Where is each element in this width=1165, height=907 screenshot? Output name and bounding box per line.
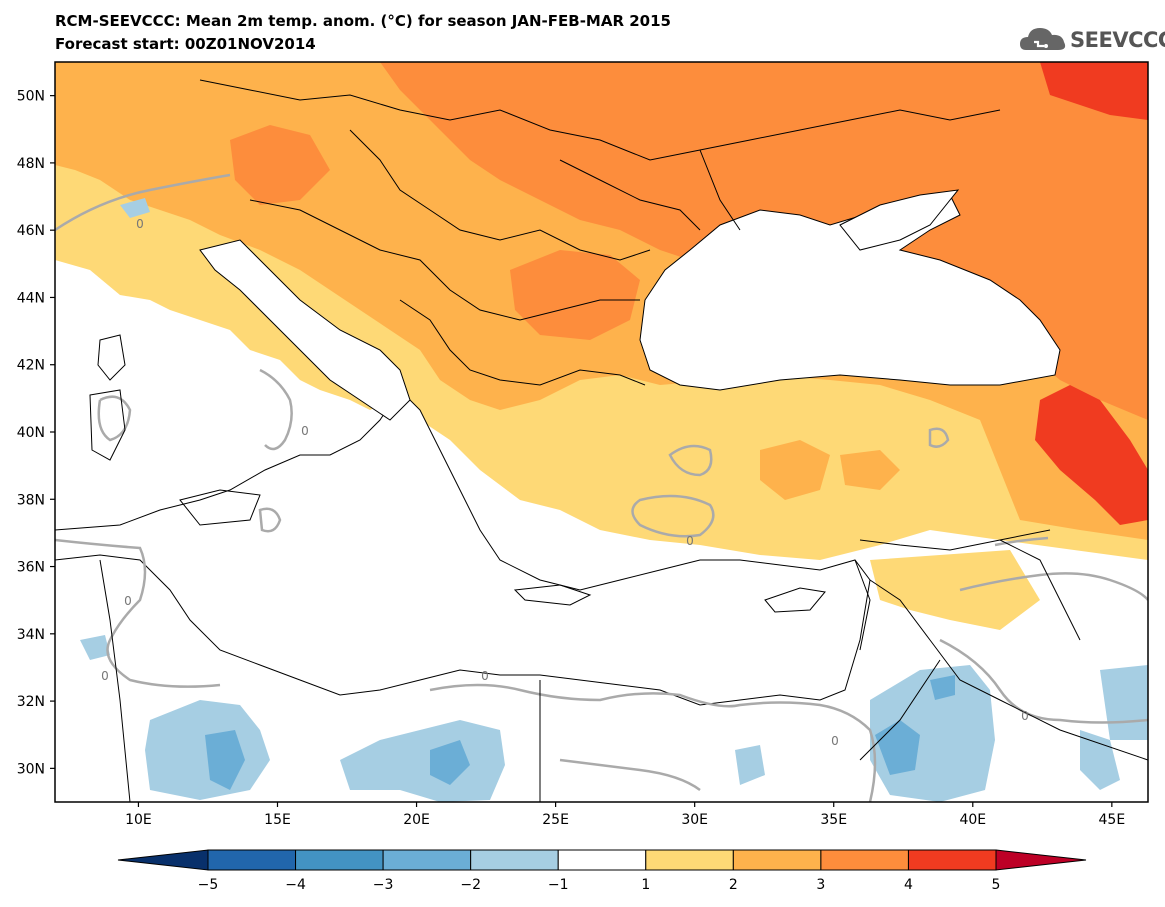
mediterranean-sea (55, 389, 871, 706)
colorbar-label: 1 (641, 877, 650, 893)
contour-label: 0 (301, 424, 309, 438)
borders (99, 79, 1148, 802)
lon-tick-label: 10E (125, 812, 152, 828)
colorbar-max-arrow (995, 849, 1087, 871)
anomaly-fill-neg3-neg2-libya (205, 730, 245, 790)
contour-label: 0 (481, 669, 489, 683)
longitude-axis: 10E 15E 20E 25E 30E 35E 40E 45E (125, 802, 1125, 828)
colorbar-legend: −5 −4 −3 −2 −1 1 2 3 4 5 (117, 849, 1087, 893)
anomaly-fill-neg2-neg1-egypt (735, 745, 765, 785)
adriatic-sea (199, 239, 411, 421)
map-plot-area: 0 0 0 0 0 0 0 0 (55, 62, 1148, 802)
colorbar-label: −2 (460, 877, 481, 893)
contour-label: 0 (1021, 709, 1029, 723)
lat-tick-label: 50N (17, 89, 45, 105)
colorbar-label: 3 (816, 877, 825, 893)
map-title: RCM-SEEVCCC: Mean 2m temp. anom. (°C) fo… (55, 12, 671, 30)
anomaly-fill-1-2-syria (870, 550, 1040, 630)
colorbar-min-arrow (117, 849, 209, 871)
contour-label: 0 (136, 217, 144, 231)
lon-tick-label: 35E (820, 812, 847, 828)
colorbar-label: −4 (285, 877, 306, 893)
lat-tick-label: 36N (17, 560, 45, 576)
lat-tick-label: 42N (17, 358, 45, 374)
lat-tick-label: 48N (17, 156, 45, 172)
lon-tick-label: 20E (403, 812, 430, 828)
anomaly-fill-2-3-anatolia (760, 440, 830, 500)
lat-tick-label: 38N (17, 492, 45, 508)
anomaly-fill-neg2-neg1-libya-b (340, 720, 505, 802)
colorbar-label: −3 (373, 877, 394, 893)
anomaly-fill-neg2-neg1-arabia-b (1080, 730, 1120, 790)
colorbar-box (645, 849, 734, 871)
colorbar-box (907, 849, 997, 871)
colorbar-box (207, 849, 297, 871)
colorbar-box (820, 849, 909, 871)
sea-of-azov (839, 189, 960, 251)
anomaly-fill-neg3-neg2-arabia-b (930, 675, 955, 700)
anomaly-fill-neg2-neg1-tunisia (80, 635, 110, 660)
lat-tick-label: 46N (17, 223, 45, 239)
anomaly-fill-3-4-balkans (510, 250, 640, 340)
lon-tick-label: 30E (681, 812, 708, 828)
contour-label: 0 (686, 534, 694, 548)
anomaly-fill-4-5-caucasus (1035, 385, 1148, 525)
colorbar-box (557, 849, 647, 871)
cloud-logo-icon (1020, 28, 1066, 50)
anomaly-fill-3-4-alps (230, 125, 330, 205)
colorbar-box (295, 849, 384, 871)
forecast-start-label: Forecast start: 00Z01NOV2014 (55, 35, 316, 53)
lon-tick-label: 25E (542, 812, 569, 828)
colorbar-box (470, 849, 559, 871)
lat-tick-label: 40N (17, 425, 45, 441)
colorbar-label: −5 (198, 877, 219, 893)
contour-label: 0 (124, 594, 132, 608)
lat-tick-label: 34N (17, 627, 45, 643)
anomaly-fill-2-3-anatolia-b (840, 450, 900, 490)
colorbar-label: 2 (729, 877, 738, 893)
contour-label: 0 (101, 669, 109, 683)
lon-tick-label: 45E (1099, 812, 1126, 828)
colorbar-label: 4 (904, 877, 913, 893)
anomaly-fill-4-5 (1040, 62, 1148, 120)
lat-tick-label: 30N (17, 761, 45, 777)
lon-tick-label: 40E (959, 812, 986, 828)
anomaly-fill-neg3-neg2-libya-b (430, 740, 470, 785)
latitude-axis: 50N 48N 46N 44N 42N 40N 38N 36N 34N 32N 30N (17, 89, 55, 777)
seevccc-logo: SEEVCCC (1018, 20, 1165, 60)
contour-label: 0 (831, 734, 839, 748)
lon-tick-label: 15E (264, 812, 291, 828)
anomaly-fill-neg2-neg1-alps (120, 198, 150, 218)
lat-tick-label: 32N (17, 694, 45, 710)
tyrrhenian-sea (120, 330, 300, 490)
lat-tick-label: 44N (17, 290, 45, 306)
anomaly-fill-3-4 (380, 62, 1148, 420)
logo-text: SEEVCCC (1070, 28, 1165, 52)
colorbar-label: 5 (992, 877, 1001, 893)
colorbar-label: −1 (548, 877, 569, 893)
colorbar-box (382, 849, 472, 871)
islands (89, 334, 826, 613)
colorbar-box (732, 849, 822, 871)
